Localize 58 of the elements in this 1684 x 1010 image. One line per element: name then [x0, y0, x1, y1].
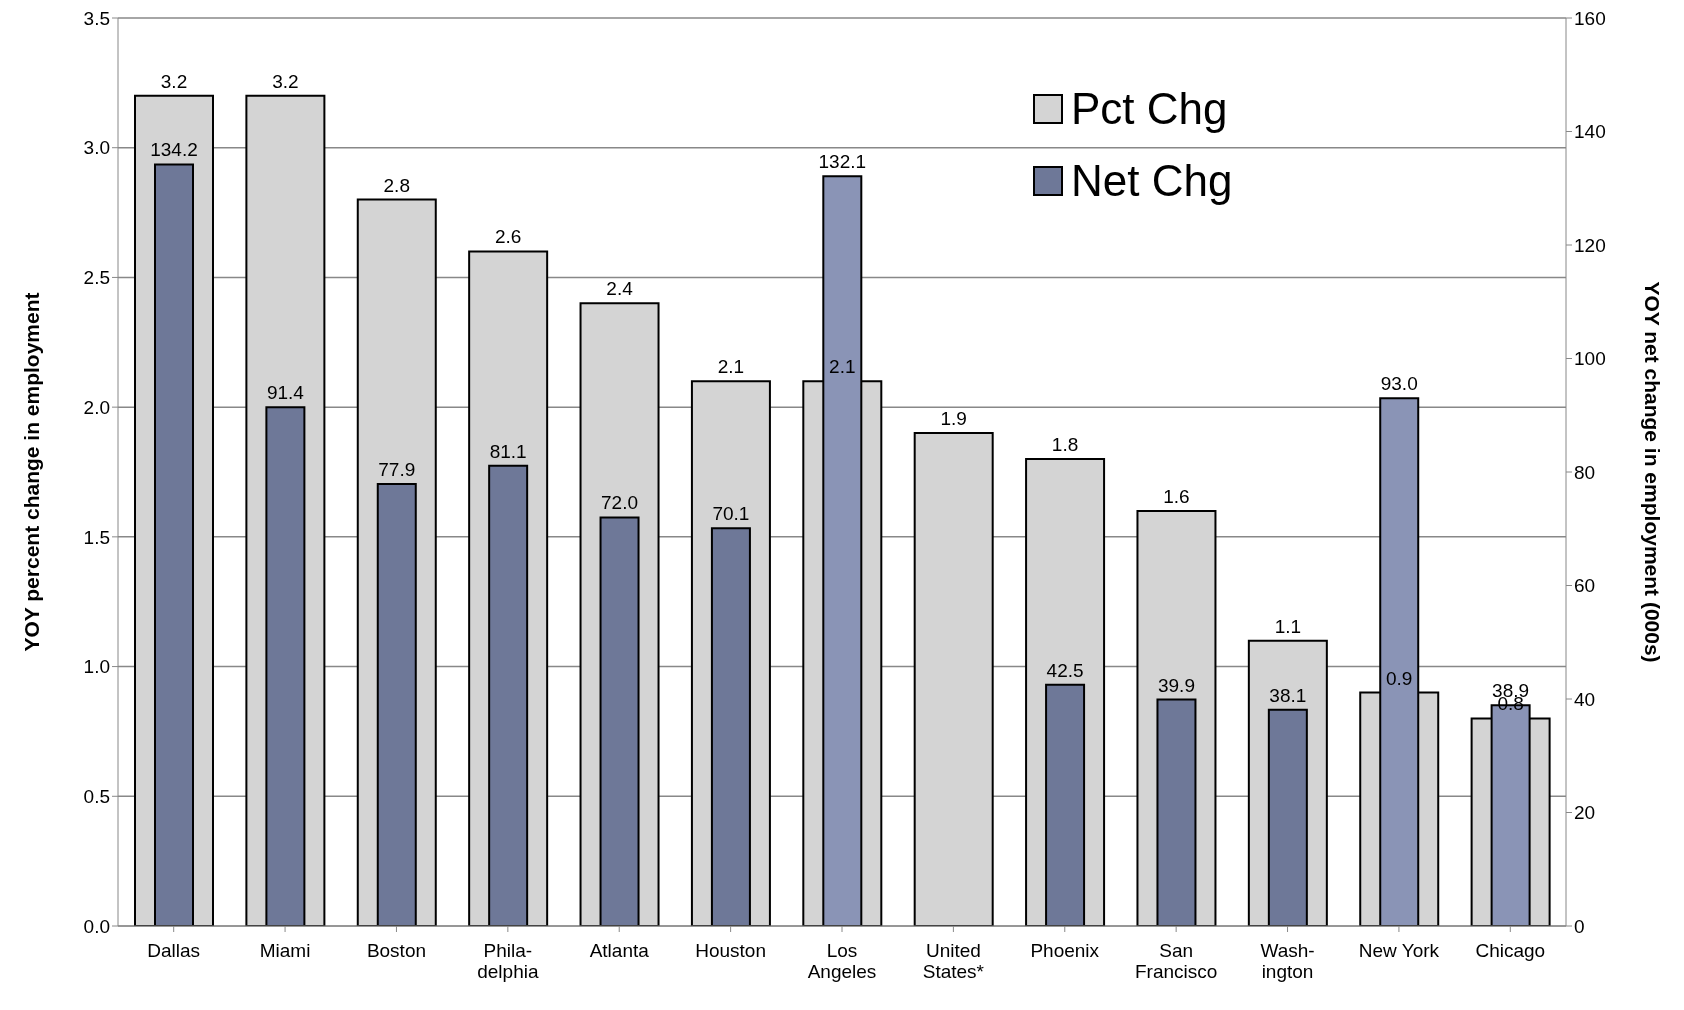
data-label: 2.8	[383, 174, 410, 196]
x-tick-label: Wash- ington	[1260, 940, 1315, 983]
data-label: 134.2	[150, 139, 198, 161]
data-label: 77.9	[378, 458, 416, 480]
data-label: 0.9	[1386, 667, 1413, 689]
data-label: 72.0	[601, 492, 639, 514]
data-label: 38.1	[1269, 684, 1307, 706]
data-label: 3.2	[272, 70, 299, 92]
x-tick-label: Phoenix	[1030, 940, 1100, 962]
y2-tick-label: 100	[1574, 348, 1606, 370]
x-tick-label: San Francisco	[1134, 940, 1218, 983]
data-label: 42.5	[1046, 659, 1084, 681]
data-label: 39.9	[1157, 674, 1195, 696]
data-label: 3.2	[160, 70, 188, 92]
bar	[913, 432, 994, 926]
y-tick-label: 1.5	[83, 526, 110, 548]
y-axis-title: YOY percent change in employment	[20, 292, 44, 652]
data-label: 2.6	[494, 226, 522, 248]
y-tick-label: 3.5	[83, 7, 110, 29]
y-tick-label: 3.0	[83, 137, 110, 159]
data-label: 1.9	[940, 408, 967, 430]
data-label: 2.1	[717, 356, 745, 378]
data-label: 70.1	[712, 503, 750, 525]
y2-tick-label: 60	[1574, 575, 1596, 597]
y2-tick-label: 40	[1574, 688, 1596, 710]
y2-tick-label: 120	[1574, 234, 1606, 256]
data-label: 1.6	[1163, 485, 1190, 507]
x-tick-label: Dallas	[147, 940, 201, 962]
data-label: 91.4	[266, 382, 305, 404]
data-label: 1.1	[1274, 615, 1302, 637]
data-label: 2.1	[829, 356, 856, 378]
x-tick-label: United States*	[922, 940, 985, 983]
y2-axis-title: YOY net change in employment (000s)	[1640, 281, 1664, 663]
legend-label: Pct Chg	[1071, 83, 1228, 135]
x-tick-label: Atlanta	[589, 940, 650, 962]
y-tick-label: 0.5	[83, 786, 110, 808]
data-label: 2.4	[606, 278, 634, 300]
x-tick-label: Boston	[366, 940, 427, 962]
x-tick-label: Chicago	[1475, 940, 1546, 962]
y-tick-label: 2.0	[83, 396, 110, 418]
y2-tick-label: 20	[1574, 802, 1596, 824]
y-tick-label: 2.5	[83, 267, 110, 289]
y2-tick-label: 0	[1574, 915, 1585, 937]
x-tick-label: Los Angeles	[807, 940, 877, 983]
x-tick-label: Phila- delphia	[477, 940, 539, 983]
y2-tick-label: 140	[1574, 121, 1606, 143]
y2-tick-label: 80	[1574, 461, 1596, 483]
data-label: 93.0	[1380, 373, 1418, 395]
y2-tick-label: 160	[1574, 7, 1606, 29]
x-tick-label: Houston	[695, 940, 767, 962]
data-label: 132.1	[818, 151, 867, 173]
x-tick-label: New York	[1358, 940, 1440, 962]
data-label: 81.1	[489, 440, 527, 462]
legend-label: Net Chg	[1071, 155, 1233, 207]
data-label: 1.8	[1051, 434, 1079, 456]
y-tick-label: 0.0	[83, 915, 110, 937]
x-tick-label: Miami	[259, 940, 311, 962]
y-tick-label: 1.0	[83, 656, 110, 678]
